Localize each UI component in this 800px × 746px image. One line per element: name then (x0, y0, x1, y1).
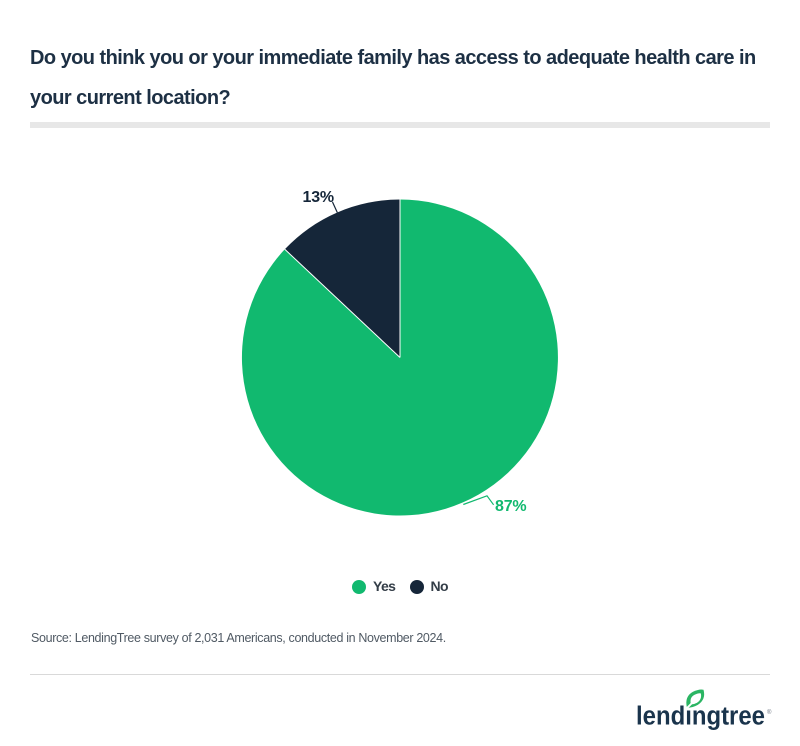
svg-text:lendıngtree: lendıngtree (636, 703, 765, 731)
svg-text:®: ® (767, 709, 772, 716)
